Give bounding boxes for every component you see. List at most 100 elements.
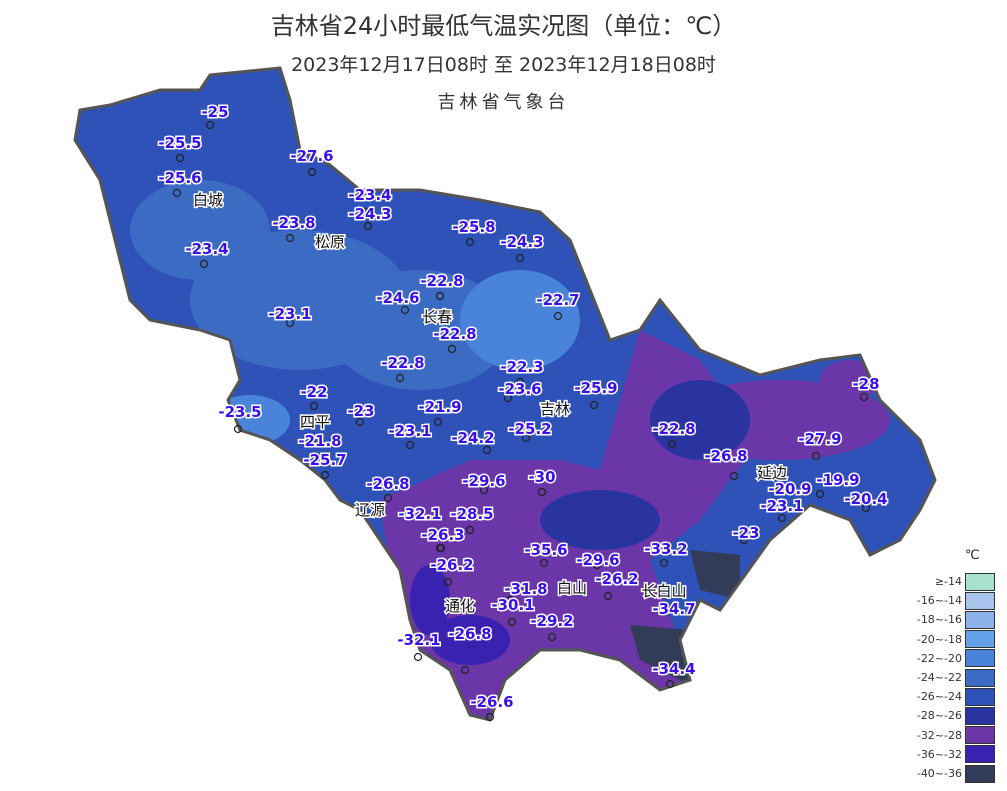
legend-label: -26~-24 xyxy=(916,690,962,704)
station-marker[interactable] xyxy=(307,167,317,177)
legend-label: -18~-16 xyxy=(916,613,962,627)
station-value: -30 xyxy=(528,468,555,486)
station-value: -26.6 xyxy=(470,693,513,711)
station-value: -22.8 xyxy=(652,420,695,438)
station-value: -20.4 xyxy=(844,490,887,508)
station-marker[interactable] xyxy=(729,471,739,481)
station-marker[interactable] xyxy=(539,558,549,568)
station-marker[interactable] xyxy=(861,503,871,513)
station-value: -25 xyxy=(201,103,228,121)
station-marker[interactable] xyxy=(465,237,475,247)
station-value: -24.2 xyxy=(451,429,494,447)
station-marker[interactable] xyxy=(205,120,215,130)
station-marker[interactable] xyxy=(285,233,295,243)
station-marker[interactable] xyxy=(521,433,531,443)
station-value: -23 xyxy=(732,524,759,542)
station-marker[interactable] xyxy=(360,207,370,217)
station-marker[interactable] xyxy=(447,344,457,354)
station-value: -25.2 xyxy=(508,420,551,438)
station-value: -28 xyxy=(852,375,879,393)
station-marker[interactable] xyxy=(537,487,547,497)
legend-label: ≥-14 xyxy=(934,575,962,588)
station-marker[interactable] xyxy=(667,439,677,449)
legend-label: -22~-20 xyxy=(916,651,962,665)
station-marker[interactable] xyxy=(665,679,675,689)
station-marker[interactable] xyxy=(515,253,525,263)
station-marker[interactable] xyxy=(199,259,209,269)
station-marker[interactable] xyxy=(400,305,410,315)
map-period: 2023年12月17日08时 至 2023年12月18日08时 xyxy=(291,54,716,76)
station-value: -26.8 xyxy=(448,625,491,643)
legend-item: -20~-18 xyxy=(912,630,995,649)
station-marker[interactable] xyxy=(433,417,443,427)
station-value: -27.6 xyxy=(290,147,333,165)
station-value: -29.2 xyxy=(530,612,573,630)
station-marker[interactable] xyxy=(405,440,415,450)
station-value: -19.9 xyxy=(816,471,859,489)
station-marker[interactable] xyxy=(775,483,785,493)
station-marker[interactable] xyxy=(443,577,453,587)
station-value: -29.6 xyxy=(462,472,505,490)
station-marker[interactable] xyxy=(859,392,869,402)
station-marker[interactable] xyxy=(811,451,821,461)
legend-swatch xyxy=(965,668,995,687)
station-marker[interactable] xyxy=(313,436,323,446)
station-marker[interactable] xyxy=(655,605,665,615)
station-marker[interactable] xyxy=(589,400,599,410)
station-marker[interactable] xyxy=(515,377,525,387)
station-marker[interactable] xyxy=(233,424,243,434)
station-marker[interactable] xyxy=(460,665,470,675)
map-publisher: 吉林省气象台 xyxy=(437,92,570,113)
legend-item: -26~-24 xyxy=(912,687,995,706)
station-marker[interactable] xyxy=(285,318,295,328)
station-marker[interactable] xyxy=(479,485,489,495)
station-value: -25.5 xyxy=(158,134,201,152)
station-marker[interactable] xyxy=(553,311,563,321)
station-marker[interactable] xyxy=(547,632,557,642)
station-marker[interactable] xyxy=(465,525,475,535)
legend-item: -32~-28 xyxy=(912,726,995,745)
station-marker[interactable] xyxy=(659,558,669,568)
legend-swatch xyxy=(965,764,995,783)
station-marker[interactable] xyxy=(777,513,787,523)
station-marker[interactable] xyxy=(413,652,423,662)
station-value: -28.5 xyxy=(450,505,493,523)
legend-item: -22~-20 xyxy=(912,649,995,668)
station-marker[interactable] xyxy=(395,373,405,383)
station-value: -25.6 xyxy=(158,169,201,187)
station-marker[interactable] xyxy=(363,221,373,231)
station-value: -34.7 xyxy=(652,600,695,618)
station-value: -23.6 xyxy=(498,380,541,398)
station-marker[interactable] xyxy=(503,393,513,403)
station-marker[interactable] xyxy=(739,535,749,545)
station-marker[interactable] xyxy=(172,188,182,198)
legend-swatch xyxy=(965,630,995,649)
city-label: 四平 xyxy=(300,413,330,431)
station-marker[interactable] xyxy=(592,560,602,570)
station-marker[interactable] xyxy=(436,543,446,553)
station-marker[interactable] xyxy=(355,417,365,427)
station-value: -22.8 xyxy=(433,325,476,343)
station-marker[interactable] xyxy=(505,595,515,605)
station-marker[interactable] xyxy=(485,712,495,722)
station-marker[interactable] xyxy=(435,291,445,301)
station-marker[interactable] xyxy=(320,470,330,480)
station-marker[interactable] xyxy=(603,591,613,601)
station-marker[interactable] xyxy=(175,153,185,163)
station-value: -20.9 xyxy=(768,480,811,498)
station-marker[interactable] xyxy=(309,401,319,411)
station-value: -24.6 xyxy=(376,289,419,307)
station-value: -26.2 xyxy=(595,570,638,588)
legend-item: -36~-32 xyxy=(912,745,995,764)
legend-item: -18~-16 xyxy=(912,610,995,629)
station-value: -22.7 xyxy=(536,291,579,309)
city-label: 松原 xyxy=(315,233,345,251)
station-marker[interactable] xyxy=(482,445,492,455)
legend-swatch xyxy=(965,591,995,610)
city-label: 长春 xyxy=(422,308,452,326)
station-marker[interactable] xyxy=(507,617,517,627)
station-marker[interactable] xyxy=(383,493,393,503)
station-marker[interactable] xyxy=(815,489,825,499)
station-value: -26.8 xyxy=(704,447,747,465)
